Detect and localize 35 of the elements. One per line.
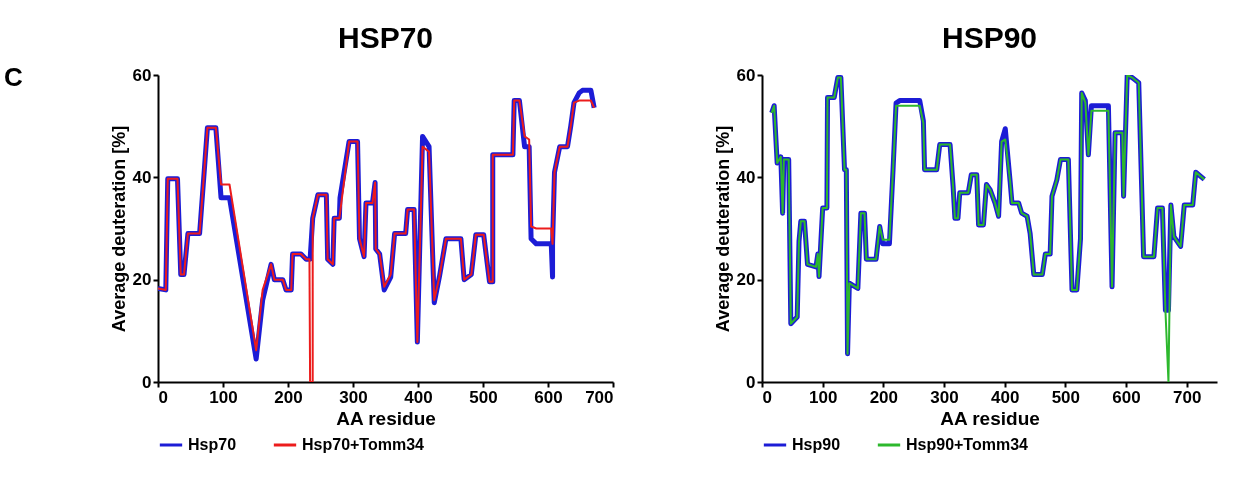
x-tick-label: 0 — [762, 387, 772, 407]
x-tick-label: 100 — [808, 387, 838, 407]
legend-label: Hsp70+Tomm34 — [302, 436, 425, 453]
chart-title: HSP90 — [941, 21, 1038, 54]
x-tick-label: 600 — [1112, 387, 1141, 407]
legend-label: Hsp90 — [792, 436, 841, 453]
x-tick-label: 500 — [469, 387, 498, 407]
y-tick-label: 40 — [132, 167, 152, 187]
y-tick-label: 60 — [736, 65, 756, 85]
y-axis-title: Average deuteration [%] — [712, 125, 733, 333]
x-tick-label: 400 — [990, 387, 1020, 407]
y-tick-label: 20 — [132, 270, 152, 290]
text: C — [4, 62, 23, 93]
legend-label: Hsp70 — [188, 436, 237, 453]
chart-title: HSP70 — [337, 21, 434, 54]
x-tick-label: 400 — [404, 387, 433, 407]
y-tick-label: 0 — [142, 372, 152, 392]
x-tick-label: 200 — [274, 387, 303, 407]
x-axis-title: AA residue — [336, 407, 436, 429]
y-tick-label: 20 — [736, 270, 756, 290]
x-tick-label: 200 — [869, 387, 899, 407]
x-tick-label: 100 — [209, 387, 238, 407]
y-axis-title: Average deuteration [%] — [108, 125, 129, 333]
x-tick-label: 700 — [585, 387, 614, 407]
x-tick-label: 300 — [339, 387, 368, 407]
x-tick-label: 600 — [534, 387, 563, 407]
legend-label: Hsp90+Tomm34 — [906, 436, 1029, 453]
y-tick-label: 0 — [746, 372, 756, 392]
y-tick-label: 40 — [736, 167, 756, 187]
x-tick-label: 500 — [1051, 387, 1081, 407]
x-tick-label: 700 — [1172, 387, 1202, 407]
x-tick-label: 0 — [158, 387, 168, 407]
y-tick-label: 60 — [132, 65, 152, 85]
x-tick-label: 300 — [930, 387, 959, 407]
x-axis-title: AA residue — [940, 407, 1040, 429]
